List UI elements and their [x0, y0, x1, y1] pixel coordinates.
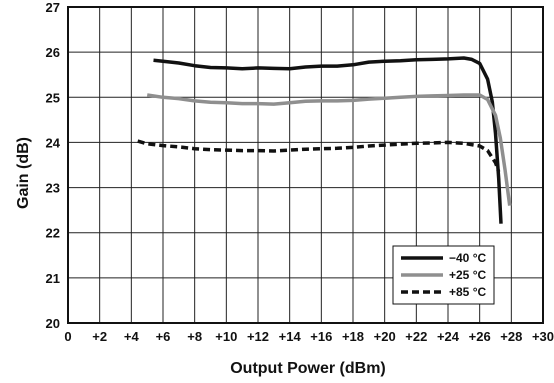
plot-frame [67, 6, 544, 324]
legend-label-0: −40 °C [449, 251, 486, 265]
x-tick-label: +14 [279, 329, 302, 344]
x-tick-label: +10 [215, 329, 237, 344]
tick-labels: 0 +2 +4 +6 +8 +10 +12 +14 +16 +18 +20 +22 +24 +26 +28 +… [46, 0, 554, 344]
y-tick-label: 26 [46, 45, 60, 60]
x-axis-title: Output Power (dBm) [230, 360, 386, 377]
legend: −40 °C +25 °C +85 °C [392, 245, 495, 305]
x-tick-label: +30 [532, 329, 554, 344]
series-line-2 [137, 139, 501, 173]
legend-label-1: +25 °C [449, 268, 486, 282]
y-axis-title: Gain (dB) [15, 137, 32, 209]
y-tick-label: 24 [46, 135, 61, 150]
x-tick-label: +6 [156, 329, 171, 344]
x-tick-label: +22 [405, 329, 427, 344]
plot-border [67, 6, 544, 324]
x-tick-label: +16 [310, 329, 332, 344]
x-tick-label: +26 [469, 329, 491, 344]
y-tick-label: 20 [46, 316, 60, 331]
series-line-1 [146, 93, 512, 206]
x-tick-label: +20 [374, 329, 396, 344]
x-tick-label: 0 [64, 329, 71, 344]
y-tick-label: 22 [46, 226, 60, 241]
x-tick-label: +28 [500, 329, 522, 344]
x-tick-label: +12 [247, 329, 269, 344]
y-tick-label: 23 [46, 181, 60, 196]
x-tick-label: +24 [437, 329, 460, 344]
y-tick-label: 25 [46, 90, 60, 105]
legend-label-2: +85 °C [449, 285, 486, 299]
x-tick-label: +18 [342, 329, 364, 344]
series-line-0 [153, 56, 503, 224]
y-tick-label: 27 [46, 0, 60, 15]
x-tick-label: +8 [187, 329, 202, 344]
x-tick-label: +4 [124, 329, 140, 344]
y-tick-label: 21 [46, 271, 60, 286]
x-tick-label: +2 [92, 329, 107, 344]
data-series [137, 56, 512, 224]
